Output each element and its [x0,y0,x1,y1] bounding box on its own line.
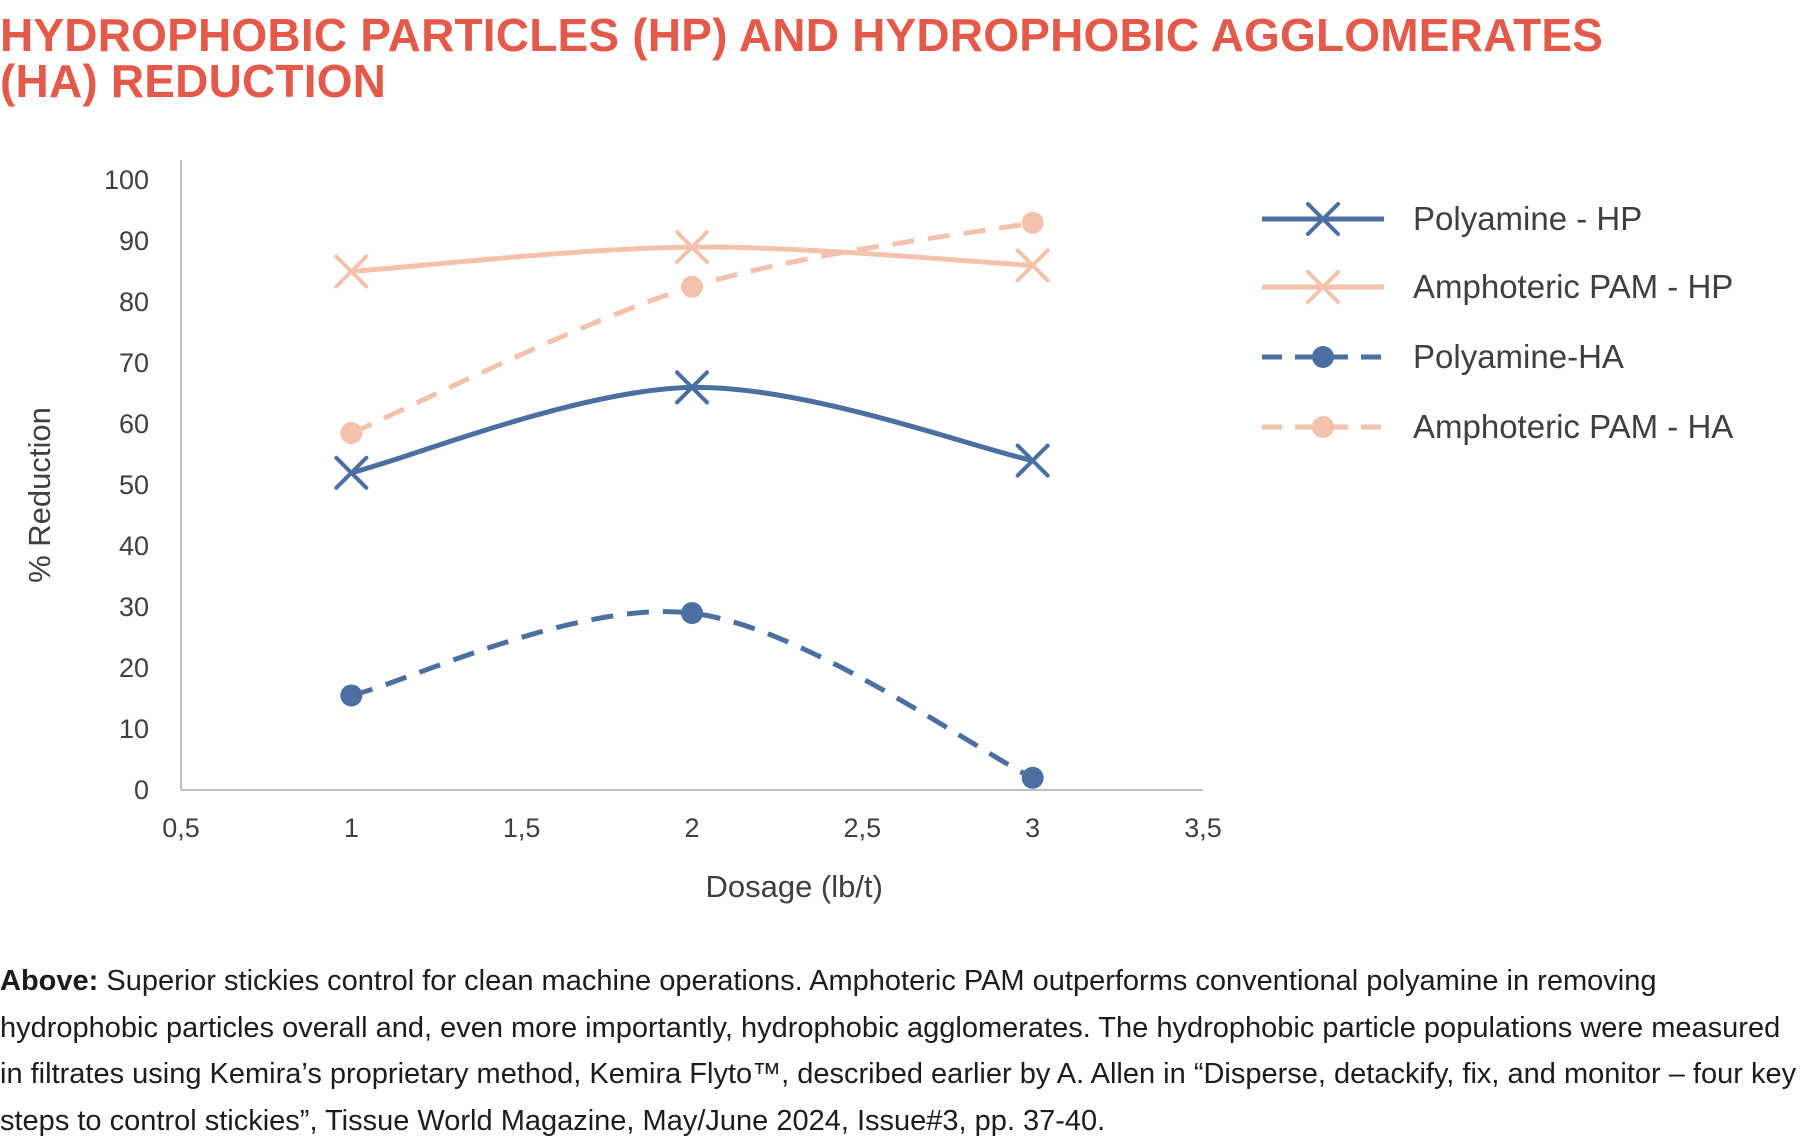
chart-title-line-1: HYDROPHOBIC PARTICLES (HP) AND HYDROPHOB… [0,9,1604,61]
series-1-point [1015,443,1050,478]
series-3-point [1021,766,1044,789]
series-4-point [340,422,363,445]
x-tick-label: 0,5 [162,813,200,843]
y-tick-label: 30 [119,592,149,622]
chart-title: HYDROPHOBIC PARTICLES (HP) AND HYDROPHOB… [0,12,1680,104]
series-2-point [675,230,709,265]
legend-label-2: Amphoteric PAM - HP [1413,268,1733,305]
legend-marker-3 [1312,346,1334,368]
legend-marker-2 [1306,270,1340,304]
y-tick-label: 20 [119,653,149,683]
series-4-point [1021,211,1044,234]
x-tick-label: 2,5 [844,813,882,843]
x-tick-label: 2 [684,813,699,843]
series-1-point [675,370,709,405]
legend-marker-1 [1306,202,1340,236]
y-tick-label: 10 [119,714,149,744]
legend-marker-4 [1312,416,1334,438]
line-chart: 0 10 20 30 40 50 60 70 80 90 100 0,5 1 1,5 2 2,5 3 3,5 Dos… [22,160,1733,904]
series-line-1 [350,384,1034,476]
y-axis-title: % Reduction [22,407,57,583]
y-tick-label: 0 [134,775,149,805]
x-tick-label: 1,5 [503,813,541,843]
caption-lead: Above: [0,965,99,997]
x-tick-label: 1 [344,813,359,843]
series-2-point [334,254,369,289]
x-tick-label: 3,5 [1184,813,1222,843]
x-axis-title: Dosage (lb/t) [705,869,882,904]
caption-text: Superior stickies control for clean mach… [0,965,1797,1137]
series-3-point [340,684,363,707]
y-tick-label: 50 [119,470,149,500]
series-4-point [681,275,703,298]
legend-label-1: Polyamine - HP [1413,200,1642,237]
y-tick-label: 80 [119,287,149,317]
y-tick-label: 100 [104,165,149,195]
y-tick-label: 90 [119,226,149,256]
series-line-3 [350,609,1034,781]
y-tick-label: 60 [119,409,149,439]
x-tick-label: 3 [1025,813,1040,843]
y-tick-label: 70 [119,348,149,378]
series-2-point [1015,248,1050,283]
series-line-2 [351,244,1033,274]
y-tick-label: 40 [119,531,149,561]
chart-title-line-2: (HA) REDUCTION [0,55,387,107]
series-1-point [334,455,369,490]
figure-caption: Above: Superior stickies control for cle… [0,958,1800,1144]
series-3-point [681,602,703,625]
series-line-4 [350,220,1034,436]
legend-label-3: Polyamine-HA [1413,338,1624,375]
legend-label-4: Amphoteric PAM - HA [1413,408,1733,445]
